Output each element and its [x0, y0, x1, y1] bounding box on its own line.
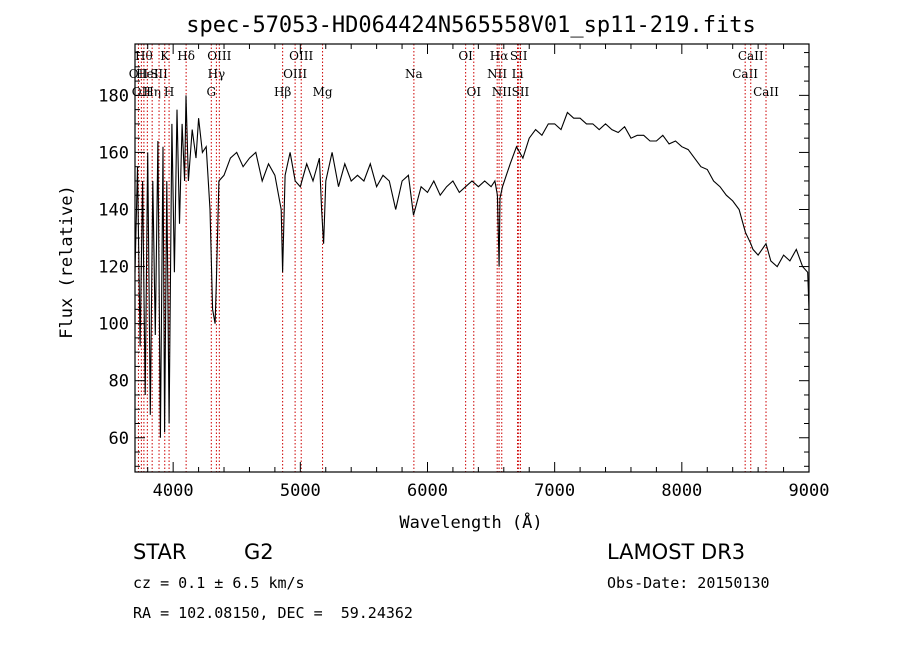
- line-marker-label: OIII: [289, 49, 313, 63]
- line-marker-label: Hη: [143, 85, 161, 99]
- line-marker-label: G: [207, 85, 217, 99]
- object-subclass: G2: [244, 540, 274, 564]
- x-tick-label: 9000: [789, 481, 830, 501]
- x-tick-label: 6000: [407, 481, 448, 501]
- x-tick-label: 4000: [153, 481, 194, 501]
- line-marker-label: Hδ: [177, 49, 195, 63]
- survey-name: LAMOST DR3: [607, 540, 746, 564]
- y-axis-label: Flux (relative): [57, 185, 77, 339]
- line-marker-label: CaII: [732, 67, 758, 81]
- line-marker-label: Na: [405, 67, 423, 81]
- line-marker-label: HeI: [136, 67, 159, 81]
- spectrum-chart: spec-57053-HD064424N565558V01_sp11-219.f…: [57, 13, 829, 533]
- line-marker-label: OIII: [207, 49, 231, 63]
- line-marker-label: SII: [150, 67, 168, 81]
- y-tick-label: 120: [98, 258, 129, 278]
- line-marker-label: OIII: [283, 67, 307, 81]
- x-tick-label: 5000: [280, 481, 321, 501]
- axis-ticks: 4000 5000 6000 7000 8000 9000 60 80 100 120 140 160…: [98, 44, 829, 501]
- line-marker-label: NII: [487, 67, 507, 81]
- coordinates: RA = 102.08150, DEC = 59.24362: [133, 604, 413, 622]
- line-marker-label: CaII: [753, 85, 779, 99]
- chart-title: spec-57053-HD064424N565558V01_sp11-219.f…: [186, 13, 756, 38]
- line-marker-label: OI: [466, 85, 481, 99]
- line-marker-label: H: [164, 85, 174, 99]
- line-marker-label: NII: [492, 85, 512, 99]
- line-marker-label: SII: [512, 85, 530, 99]
- line-marker-label: Li: [512, 67, 524, 81]
- object-class: STAR: [133, 540, 187, 564]
- x-axis-label: Wavelength (Å): [399, 511, 542, 533]
- line-marker-label: OII: [129, 67, 149, 81]
- line-marker-layer: OIIOIIHθHeIHηSIIKHHδGHγOIIIHβOIIIOIIIMgN…: [129, 44, 779, 472]
- line-marker-label: SII: [510, 49, 528, 63]
- plot-frame: [134, 43, 810, 473]
- x-tick-label: 8000: [661, 481, 702, 501]
- y-tick-label: 80: [109, 372, 129, 392]
- line-marker-label: Hθ: [135, 49, 153, 63]
- redshift-info: cz = 0.1 ± 6.5 km/s: [133, 574, 305, 592]
- line-marker-label: Hβ: [274, 85, 291, 99]
- x-tick-label: 7000: [534, 481, 575, 501]
- y-tick-label: 140: [98, 200, 129, 220]
- y-tick-label: 160: [98, 143, 129, 163]
- y-tick-label: 180: [98, 86, 129, 106]
- line-marker-label: K: [160, 49, 170, 63]
- obs-date: Obs-Date: 20150130: [607, 574, 770, 592]
- line-marker-label: Hα: [490, 49, 509, 63]
- line-marker-label: OI: [458, 49, 473, 63]
- line-marker-label: Mg: [313, 85, 333, 99]
- line-marker-label: Hγ: [208, 67, 226, 81]
- y-tick-label: 100: [98, 315, 129, 335]
- y-tick-label: 60: [109, 429, 129, 449]
- line-marker-label: CaII: [738, 49, 764, 63]
- spectrum-line: [134, 95, 810, 438]
